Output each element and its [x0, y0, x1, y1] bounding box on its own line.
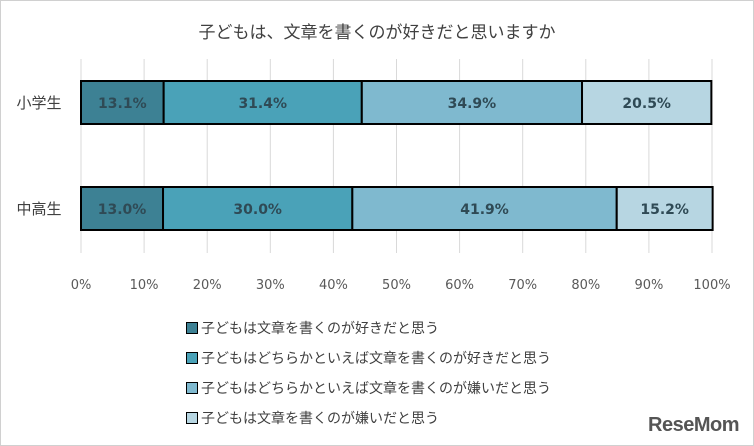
data-label: 34.9%	[448, 96, 497, 112]
x-tick-label: 0%	[71, 278, 92, 293]
legend-item: 子どもはどちらかといえば文章を書くのが嫌いだと思う	[186, 373, 551, 403]
chart-svg: 子どもは、文章を書くのが好きだと思いますか 0% 10% 20% 30% 40% 50% 60…	[16, 23, 730, 293]
bar-segment	[351, 186, 618, 231]
bar-segment	[80, 186, 165, 231]
category-label: 中高生	[16, 200, 61, 218]
x-tick-label: 60%	[445, 278, 474, 293]
x-tick-label: 90%	[634, 278, 663, 293]
data-label: 15.2%	[640, 202, 689, 218]
chart-title: 子どもは、文章を書くのが好きだと思いますか	[199, 23, 556, 43]
bar-segment	[162, 80, 363, 125]
x-tick-label: 80%	[571, 278, 600, 293]
x-tick-label: 40%	[319, 278, 348, 293]
bar-segment	[615, 186, 714, 231]
legend-swatch	[186, 382, 198, 394]
x-tick-label: 100%	[693, 278, 730, 293]
x-tick-label: 10%	[130, 278, 159, 293]
legend-label: 子どもは文章を書くのが嫌いだと思う	[201, 411, 439, 427]
bar-segment	[80, 80, 165, 125]
x-tick-label: 70%	[508, 278, 537, 293]
data-label: 31.4%	[238, 96, 287, 112]
legend-label: 子どもは文章を書くのが好きだと思う	[201, 321, 439, 337]
x-tick-label: 50%	[382, 278, 411, 293]
legend-item: 子どもはどちらかといえば文章を書くのが好きだと思う	[186, 343, 551, 373]
legend-item: 子どもは文章を書くのが嫌いだと思う	[186, 403, 551, 433]
legend: 子どもは文章を書くのが好きだと思う子どもはどちらかといえば文章を書くのが好きだと…	[186, 313, 551, 433]
bar-segment	[581, 80, 713, 125]
legend-swatch	[186, 322, 198, 334]
legend-swatch	[186, 352, 198, 364]
legend-item: 子どもは文章を書くのが好きだと思う	[186, 313, 551, 343]
x-tick-label: 30%	[256, 278, 285, 293]
legend-label: 子どもはどちらかといえば文章を書くのが好きだと思う	[201, 351, 551, 367]
bar-segment	[162, 186, 354, 231]
data-label: 30.0%	[233, 202, 282, 218]
resemom-logo: ReseMom	[648, 414, 739, 436]
category-label: 小学生	[16, 94, 61, 112]
legend-label: 子どもはどちらかといえば文章を書くのが嫌いだと思う	[201, 381, 551, 397]
x-tick-label: 20%	[193, 278, 222, 293]
data-label: 41.9%	[460, 202, 509, 218]
data-label: 13.1%	[98, 96, 147, 112]
data-label: 13.0%	[98, 202, 147, 218]
legend-swatch	[186, 412, 198, 424]
data-label: 20.5%	[622, 96, 671, 112]
